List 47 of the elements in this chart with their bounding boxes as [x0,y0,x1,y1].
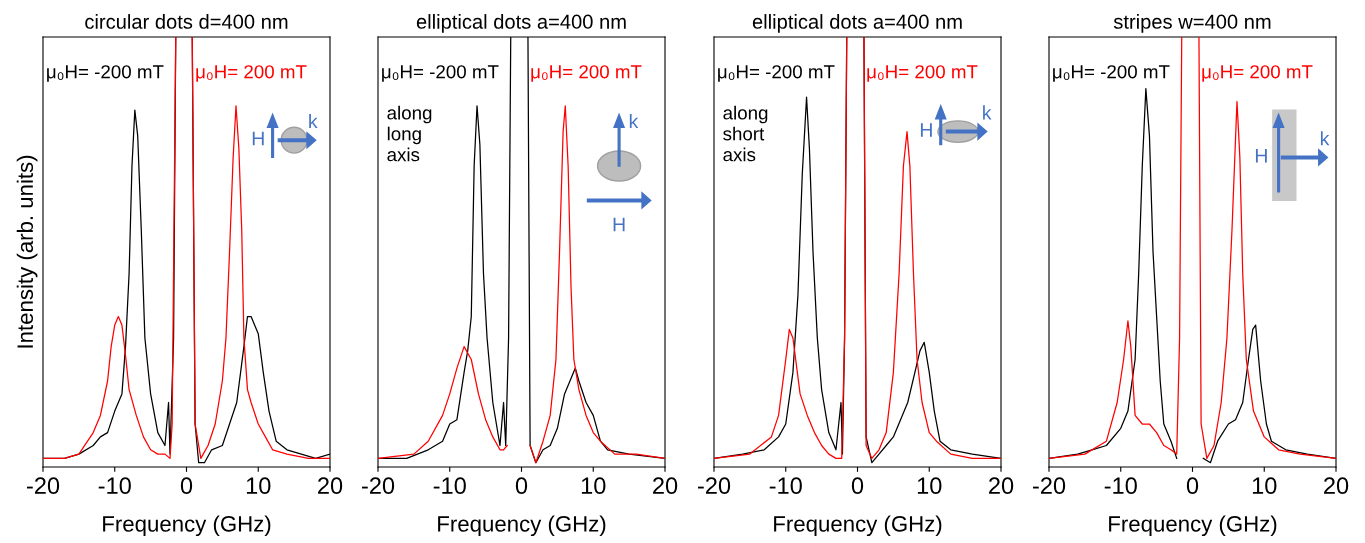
x-tick-label: -20 [697,477,731,495]
chart-title: stripes w=400 nm [1113,14,1271,33]
x-tick-label: 20 [989,477,1014,495]
chart-title: circular dots d=400 nm [85,14,288,29]
series-label: μ₀H= -200 mT [718,65,835,82]
x-tick-label: 10 [246,477,271,495]
annotation: along long axis [387,105,432,162]
annotation: along short axis [723,105,768,162]
x-tick-label: -20 [1032,477,1066,495]
series-label: μ₀H= -200 mT [47,65,164,82]
series-label: μ₀H= 200 mT [1202,65,1313,82]
x-tick-label: 20 [1324,477,1349,495]
x-tick-label: -20 [361,477,395,495]
x-tick-label: -10 [433,477,466,495]
x-tick-label: 0 [515,477,528,495]
x-axis-title: Frequency (GHz) [774,515,942,537]
x-tick-label: 10 [917,477,942,495]
x-tick-label: 20 [318,477,343,495]
series-label: μ₀H= 200 mT [196,65,307,82]
annotation: k [309,113,318,129]
series-label: μ₀H= -200 mT [1053,65,1170,82]
annotation: k [1320,131,1330,146]
series-label: μ₀H= 200 mT [867,65,978,82]
x-axis-title: Frequency (GHz) [438,515,606,537]
annotation: k [629,113,639,129]
x-tick-label: -20 [26,477,60,495]
x-tick-label: -10 [769,477,802,495]
chart-title: elliptical dots a=400 nm [416,14,626,33]
annotation: H [920,123,932,137]
x-tick-label: 0 [180,477,193,495]
x-tick-label: 10 [1252,477,1277,495]
annotation: k [983,105,992,120]
chart-title: elliptical dots a=400 nm [752,14,962,33]
y-axis-title: Intensity (arb. units) [16,155,38,348]
x-axis-title: Frequency (GHz) [103,515,271,537]
x-tick-label: 10 [581,477,606,495]
x-tick-label: -10 [1104,477,1137,495]
x-tick-label: 20 [653,477,678,495]
annotation: H [613,217,625,232]
series-label: μ₀H= -200 mT [382,65,499,82]
x-axis-title: Frequency (GHz) [1109,515,1277,537]
x-tick-label: 0 [851,477,864,495]
text: μ₀H= 200 mT [531,65,642,82]
annotation: H [252,131,264,146]
x-tick-label: 0 [1186,477,1199,495]
x-tick-label: -10 [98,477,131,495]
annotation: H [1255,149,1267,163]
